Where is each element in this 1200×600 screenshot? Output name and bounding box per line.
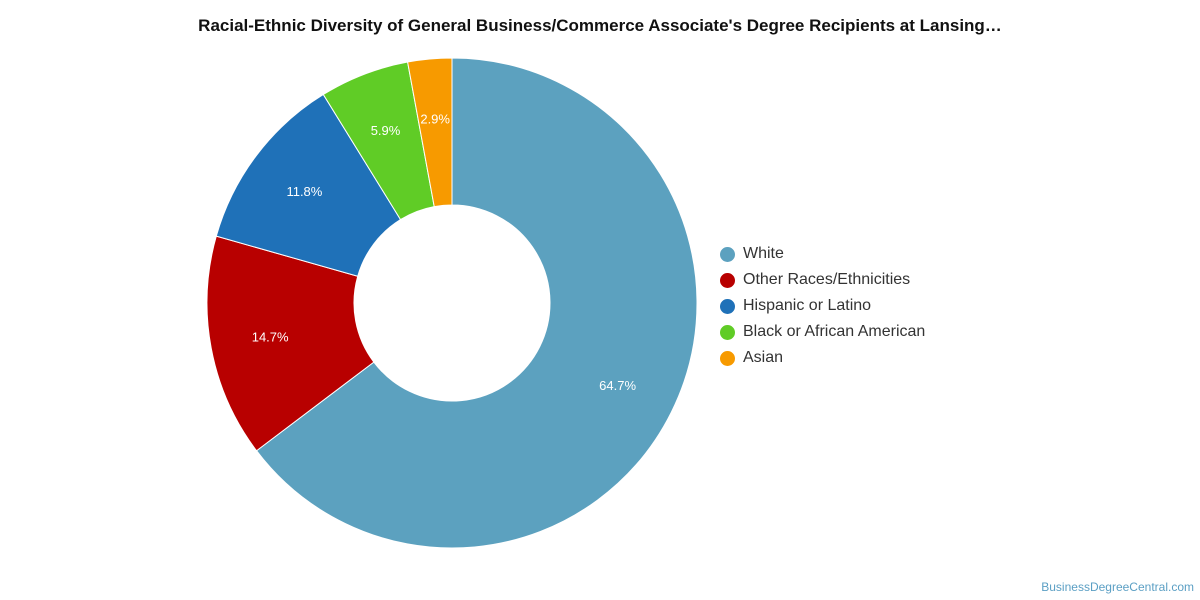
- legend-label: Asian: [743, 349, 784, 366]
- legend-swatch: [720, 272, 735, 288]
- slice-label: 64.7%: [599, 378, 636, 393]
- site-watermark[interactable]: BusinessDegreeCentral.com: [1041, 580, 1194, 594]
- legend-label: Other Races/Ethnicities: [743, 271, 911, 288]
- legend-item[interactable]: Hispanic or Latino: [720, 293, 925, 319]
- legend: White Other Races/Ethnicities Hispanic or …: [720, 241, 925, 371]
- donut-chart: 64.7% 14.7% 11.8% 5.9% 2.9%: [206, 57, 698, 549]
- legend-item[interactable]: Other Races/Ethnicities: [720, 267, 925, 293]
- slice-label: 14.7%: [252, 330, 289, 345]
- legend-swatch: [720, 246, 735, 262]
- legend-label: Hispanic or Latino: [743, 297, 872, 314]
- legend-label: White: [743, 245, 784, 262]
- slice-white[interactable]: [255, 57, 698, 549]
- legend-item[interactable]: White: [720, 241, 925, 267]
- legend-item[interactable]: Asian: [720, 345, 925, 371]
- legend-swatch: [720, 298, 735, 314]
- slice-label: 5.9%: [371, 123, 401, 138]
- slice-label: 11.8%: [286, 184, 322, 199]
- legend-swatch: [720, 324, 735, 340]
- legend-label: Black or African American: [743, 323, 926, 340]
- slice-hispanic-or-latino[interactable]: [215, 93, 402, 277]
- slice-other-races-ethnicities[interactable]: [206, 235, 375, 452]
- legend-item[interactable]: Black or African American: [720, 319, 925, 345]
- slice-label: 2.9%: [420, 111, 450, 126]
- slice-asian[interactable]: [407, 57, 453, 208]
- legend-swatch: [720, 350, 735, 366]
